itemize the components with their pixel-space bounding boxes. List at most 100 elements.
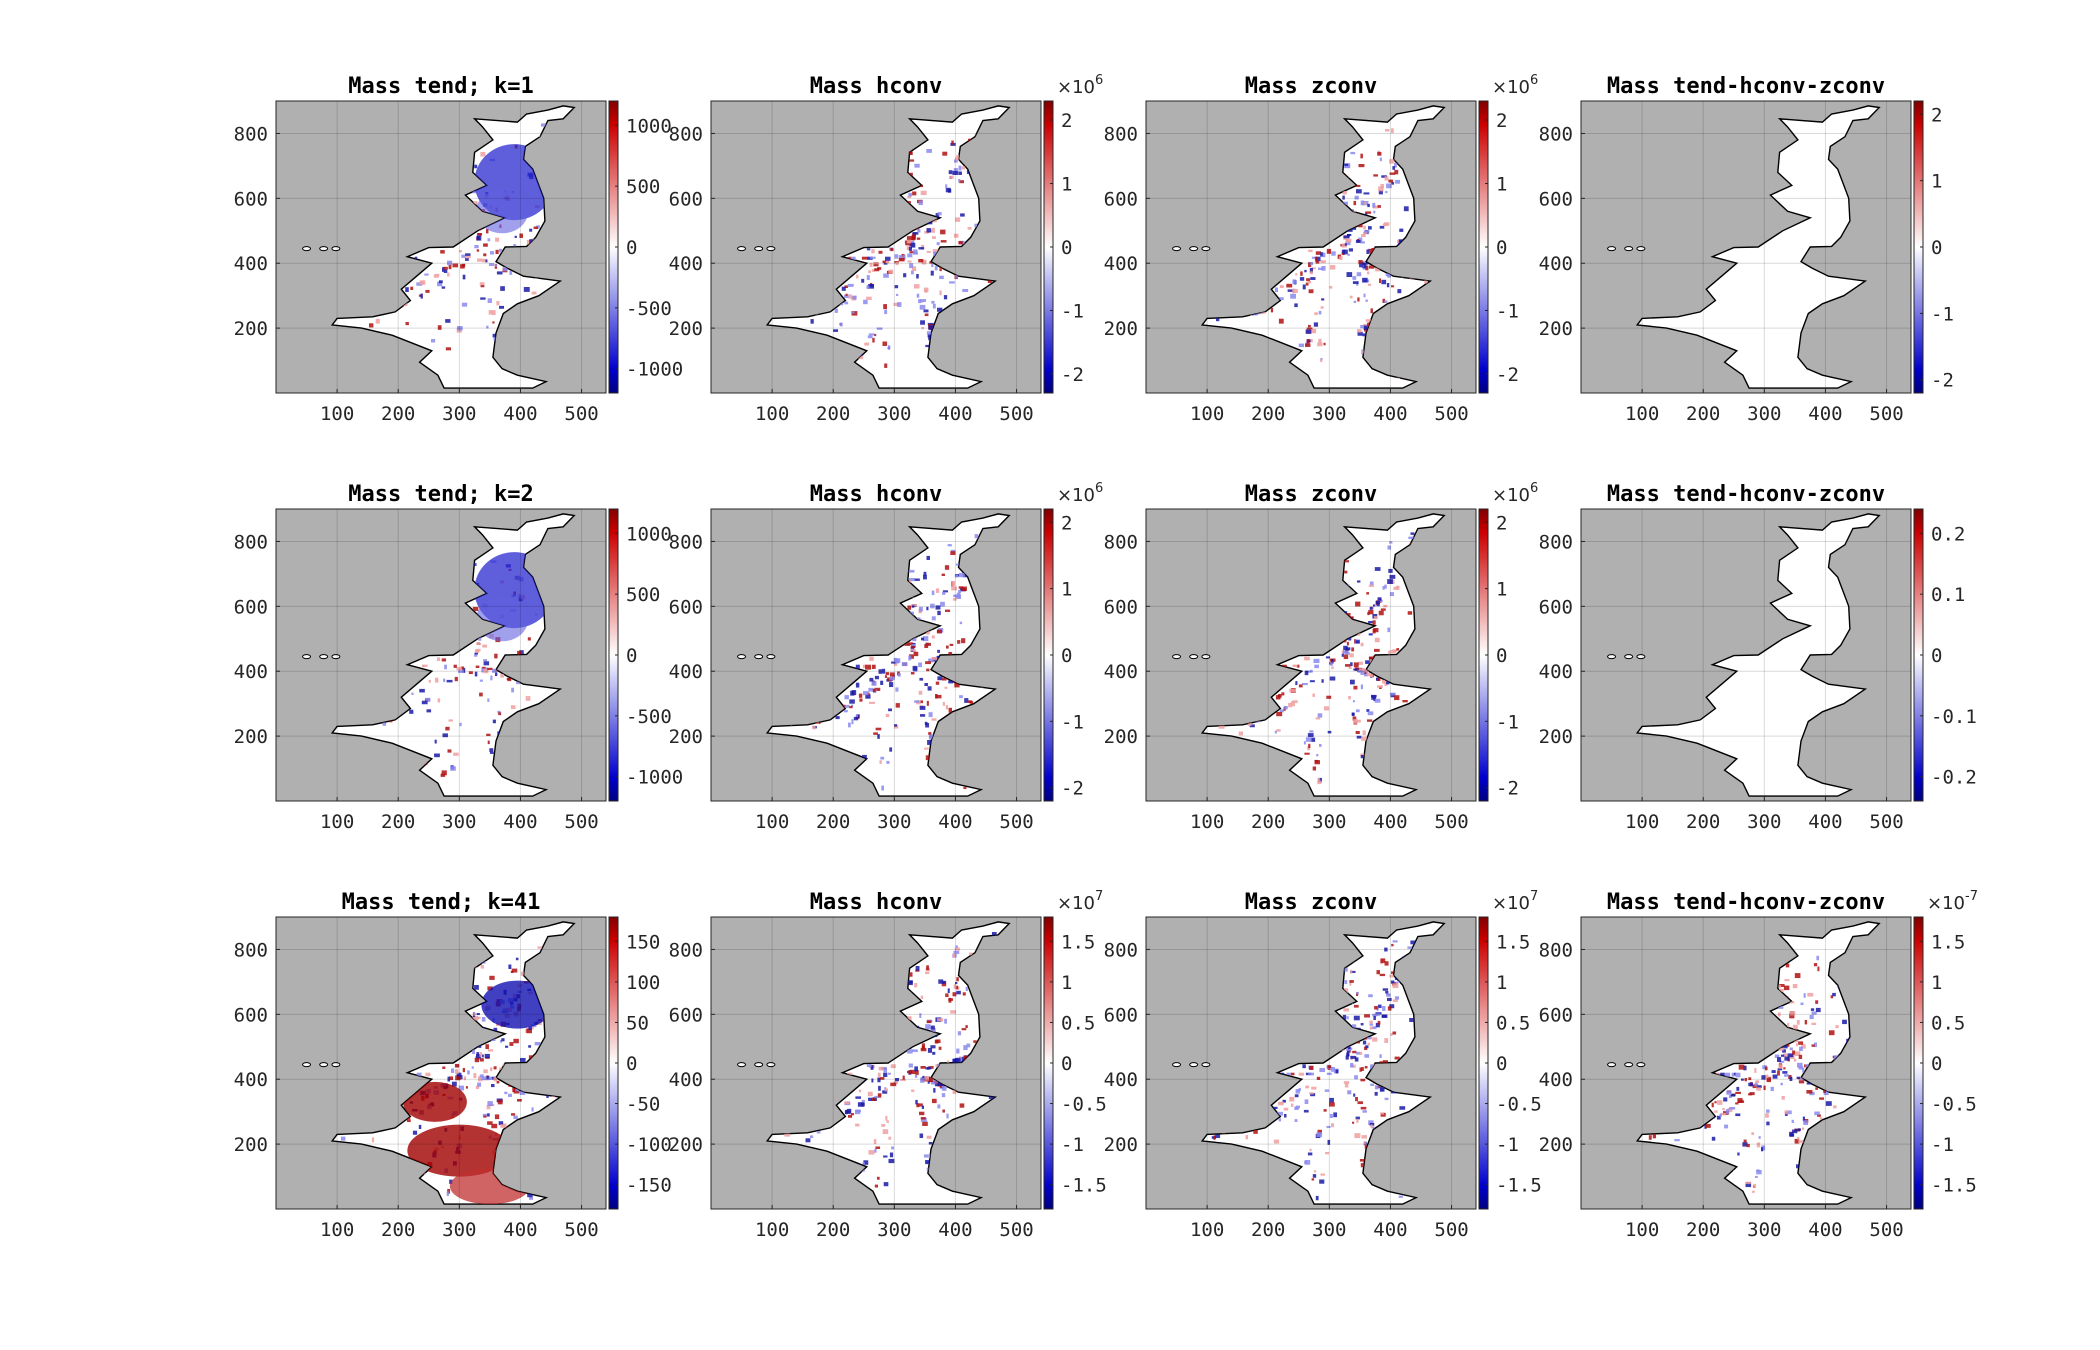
x-tick-label: 200 bbox=[816, 403, 850, 425]
colorbar-tick-label: 1000 bbox=[626, 115, 672, 137]
island bbox=[1636, 246, 1646, 252]
island bbox=[302, 654, 312, 660]
panel-title: Mass tend; k=2 bbox=[348, 482, 533, 507]
colorbar-tick-label: -150 bbox=[626, 1175, 672, 1197]
x-tick-label: 400 bbox=[1808, 1219, 1842, 1241]
x-tick-label: 500 bbox=[999, 811, 1033, 833]
y-tick-label: 600 bbox=[234, 1004, 268, 1026]
x-tick-label: 100 bbox=[1625, 811, 1659, 833]
field-texture bbox=[1211, 939, 1433, 1201]
panel-3-4: 100 200 300 400 500 200 400 600 800 Mass tend-hco… bbox=[1539, 889, 1978, 1241]
colorbar-tick-label: 1000 bbox=[626, 523, 672, 545]
colorbar-exponent: ×106 bbox=[1492, 481, 1538, 506]
grid bbox=[711, 509, 1041, 801]
panel-title: Mass hconv bbox=[810, 482, 942, 507]
island bbox=[737, 246, 747, 252]
colorbar-tick-label: 0 bbox=[1931, 1053, 1942, 1075]
x-tick-label: 300 bbox=[1747, 403, 1781, 425]
y-tick-label: 800 bbox=[1104, 531, 1138, 553]
x-tick-label: 200 bbox=[381, 403, 415, 425]
colorbar-tick-label: -0.5 bbox=[1931, 1094, 1977, 1116]
island bbox=[1172, 246, 1182, 252]
y-tick-label: 200 bbox=[234, 726, 268, 748]
island bbox=[766, 246, 776, 252]
panel-title: Mass zconv bbox=[1245, 890, 1377, 915]
x-tick-label: 500 bbox=[564, 811, 598, 833]
y-tick-label: 600 bbox=[1539, 1004, 1573, 1026]
island bbox=[1201, 246, 1211, 252]
panel-1-3: 100 200 300 400 500 200 400 600 800 Mass zconv -2 -… bbox=[1104, 73, 1539, 425]
grid bbox=[1146, 101, 1476, 393]
x-tick-label: 300 bbox=[1747, 1219, 1781, 1241]
colorbar-tick-label: -2 bbox=[1496, 778, 1519, 800]
axes-box bbox=[1580, 916, 1912, 1210]
colorbar-tick-label: 100 bbox=[626, 972, 660, 994]
y-tick-label: 400 bbox=[234, 253, 268, 275]
y-tick-label: 400 bbox=[1104, 1069, 1138, 1091]
grid bbox=[1581, 101, 1911, 393]
y-tick-label: 800 bbox=[669, 939, 703, 961]
x-tick-label: 300 bbox=[1312, 1219, 1346, 1241]
y-tick-label: 200 bbox=[1104, 318, 1138, 340]
colorbar-tick-label: 1 bbox=[1496, 972, 1507, 994]
x-tick-label: 100 bbox=[1190, 1219, 1224, 1241]
y-tick-label: 600 bbox=[669, 596, 703, 618]
axes-box bbox=[710, 508, 1042, 802]
x-tick-label: 500 bbox=[564, 403, 598, 425]
colorbar-tick-label: 0 bbox=[1931, 237, 1942, 259]
colorbar-tick-label: 0.5 bbox=[1931, 1012, 1965, 1034]
colorbar-tick-label: -1 bbox=[1061, 1134, 1084, 1156]
x-tick-label: 400 bbox=[938, 811, 972, 833]
grid bbox=[1581, 509, 1911, 801]
x-tick-label: 200 bbox=[381, 811, 415, 833]
grid bbox=[711, 101, 1041, 393]
panel-2-2: 100 200 300 400 500 200 400 600 800 Mass hconv -2 -… bbox=[669, 481, 1104, 833]
x-tick-label: 300 bbox=[1312, 811, 1346, 833]
x-tick-label: 400 bbox=[503, 1219, 537, 1241]
panel-3-3: 100 200 300 400 500 200 400 600 800 Mass zconv -1.… bbox=[1104, 889, 1542, 1241]
x-tick-label: 100 bbox=[320, 403, 354, 425]
y-tick-label: 800 bbox=[1539, 939, 1573, 961]
axes-box bbox=[710, 916, 1042, 1210]
ocean-area bbox=[1635, 513, 1881, 797]
panel-2-1: 100 200 300 400 500 200 400 600 800 Mass tend; k=… bbox=[234, 482, 684, 833]
x-tick-label: 500 bbox=[1434, 811, 1468, 833]
panel-3-2: 100 200 300 400 500 200 400 600 800 Mass hconv -1.… bbox=[669, 889, 1107, 1241]
x-tick-label: 300 bbox=[442, 811, 476, 833]
y-tick-label: 200 bbox=[234, 1134, 268, 1156]
y-tick-label: 600 bbox=[1539, 188, 1573, 210]
y-tick-label: 400 bbox=[669, 253, 703, 275]
island bbox=[302, 246, 312, 252]
colorbar-tick-label: 0.2 bbox=[1931, 523, 1965, 545]
colorbar-tick-label: 0 bbox=[626, 645, 637, 667]
island bbox=[1201, 1062, 1211, 1068]
y-tick-label: 200 bbox=[1539, 318, 1573, 340]
y-tick-label: 200 bbox=[669, 318, 703, 340]
y-tick-label: 400 bbox=[1539, 1069, 1573, 1091]
colorbar-tick-label: -1 bbox=[1931, 303, 1954, 325]
panel-title: Mass tend-hconv-zconv bbox=[1607, 74, 1885, 99]
x-tick-label: 200 bbox=[381, 1219, 415, 1241]
island bbox=[754, 246, 764, 252]
island bbox=[331, 1062, 341, 1068]
x-tick-label: 400 bbox=[503, 811, 537, 833]
x-tick-label: 100 bbox=[320, 811, 354, 833]
colorbar-tick-label: 1 bbox=[1931, 171, 1942, 193]
y-tick-label: 600 bbox=[234, 188, 268, 210]
panel-title: Mass hconv bbox=[810, 890, 942, 915]
colorbar-tick-label: 0 bbox=[1061, 1053, 1072, 1075]
colorbar-exponent: ×10-7 bbox=[1927, 889, 1978, 914]
axes-box bbox=[275, 100, 607, 394]
colorbar-tick-label: 0.5 bbox=[1061, 1012, 1095, 1034]
panel-title: Mass zconv bbox=[1245, 74, 1377, 99]
panel-title: Mass tend; k=1 bbox=[348, 74, 533, 99]
axes-box bbox=[1580, 508, 1912, 802]
island bbox=[331, 654, 341, 660]
x-tick-label: 200 bbox=[1686, 1219, 1720, 1241]
x-tick-label: 100 bbox=[755, 403, 789, 425]
x-tick-label: 200 bbox=[1686, 403, 1720, 425]
y-tick-label: 800 bbox=[1539, 531, 1573, 553]
island bbox=[1189, 654, 1199, 660]
x-tick-label: 500 bbox=[564, 1219, 598, 1241]
